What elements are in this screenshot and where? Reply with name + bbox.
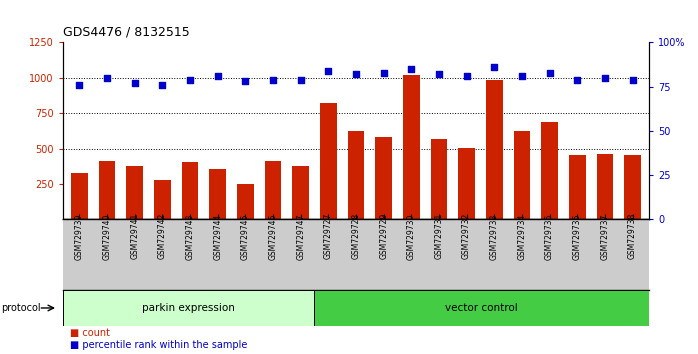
Bar: [265, 161, 281, 219]
Point: [406, 66, 417, 72]
Point: [322, 68, 334, 74]
Bar: [348, 131, 364, 219]
Bar: [209, 169, 226, 219]
Text: parkin expression: parkin expression: [142, 303, 235, 313]
Point: [184, 77, 195, 82]
Point: [489, 64, 500, 70]
Bar: [292, 166, 309, 219]
Point: [74, 82, 85, 88]
Point: [101, 75, 112, 81]
Bar: [403, 75, 419, 219]
Point: [517, 73, 528, 79]
Point: [267, 77, 279, 82]
Bar: [376, 137, 392, 219]
Bar: [315, 290, 649, 326]
Bar: [459, 148, 475, 219]
Text: protocol: protocol: [1, 303, 40, 313]
Bar: [126, 166, 143, 219]
Bar: [154, 180, 171, 219]
Text: ■ percentile rank within the sample: ■ percentile rank within the sample: [70, 341, 247, 350]
Bar: [569, 155, 586, 219]
Point: [350, 72, 362, 77]
Bar: [99, 161, 115, 219]
Bar: [486, 80, 503, 219]
Bar: [541, 122, 558, 219]
Bar: [597, 154, 613, 219]
Bar: [514, 131, 530, 219]
Text: vector control: vector control: [445, 303, 518, 313]
Point: [627, 77, 638, 82]
Point: [157, 82, 168, 88]
Point: [572, 77, 583, 82]
Point: [295, 77, 306, 82]
Point: [129, 80, 140, 86]
Point: [461, 73, 472, 79]
Bar: [237, 184, 253, 219]
Point: [544, 70, 555, 75]
Bar: [624, 155, 641, 219]
Point: [378, 70, 389, 75]
Text: ■ count: ■ count: [70, 328, 110, 338]
Bar: [71, 173, 88, 219]
Point: [433, 72, 445, 77]
Bar: [181, 162, 198, 219]
Bar: [431, 139, 447, 219]
Bar: [320, 103, 336, 219]
Point: [240, 79, 251, 84]
Text: GDS4476 / 8132515: GDS4476 / 8132515: [63, 26, 190, 39]
Bar: [63, 290, 315, 326]
Point: [600, 75, 611, 81]
Point: [212, 73, 223, 79]
